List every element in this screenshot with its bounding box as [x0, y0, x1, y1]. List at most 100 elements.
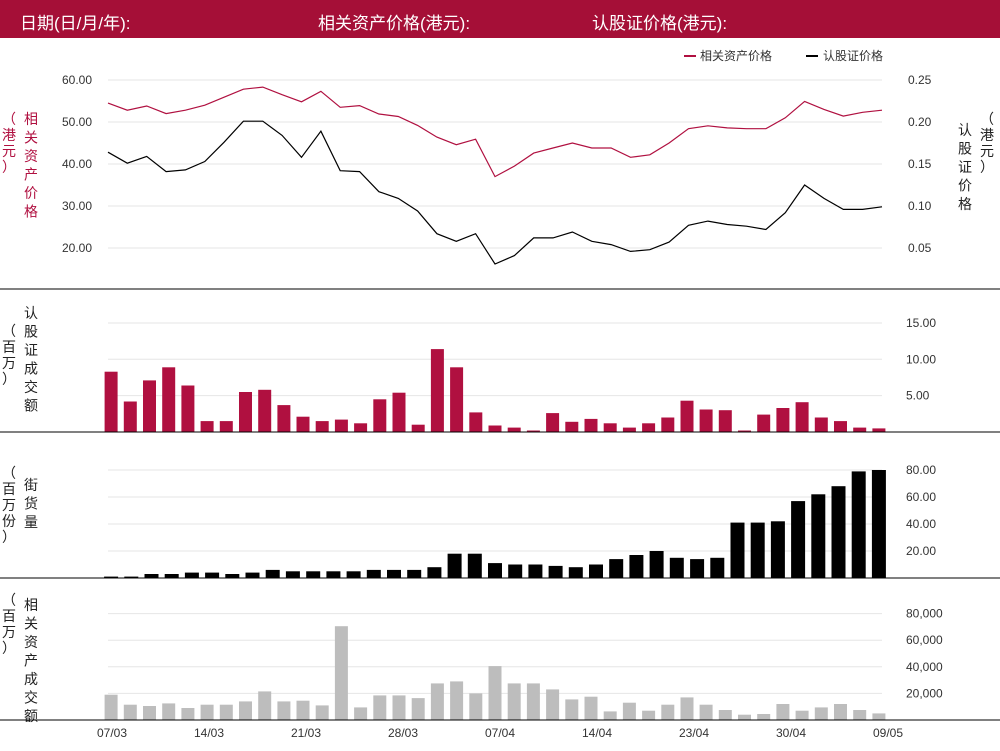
- warrant-turnover-bar: [526, 430, 540, 432]
- underlying-turnover-bar: [565, 699, 579, 720]
- warrant-turnover-bar: [334, 419, 348, 432]
- outstanding-axis-tick: 80.00: [906, 463, 936, 477]
- underlying-turnover-bar: [622, 702, 636, 720]
- underlying-turnover-bar: [411, 698, 425, 720]
- x-axis-date-tick: 07/03: [97, 726, 127, 740]
- warrant-turnover-bar: [738, 430, 751, 432]
- warrant-turnover-bar: [776, 408, 790, 432]
- underlying-turnover-bar: [258, 691, 272, 720]
- outstanding-axis-unit-char: ）: [2, 529, 16, 545]
- warrant-turnover-bar: [450, 367, 464, 432]
- underlying-turnover-axis-unit-char: ）: [2, 640, 16, 656]
- right-axis-tick: 0.10: [908, 199, 932, 213]
- warrant-turnover-bar: [853, 427, 867, 432]
- left-axis-tick: 50.00: [62, 115, 92, 129]
- outstanding-bar: [447, 553, 462, 578]
- underlying-turnover-axis-unit-char: 万: [2, 624, 16, 640]
- underlying-turnover-bar: [834, 704, 847, 720]
- right-axis-title-char: 认: [958, 122, 972, 138]
- outstanding-bar: [649, 551, 664, 578]
- right-axis-unit-char: 元: [980, 143, 994, 159]
- outstanding-axis-unit-char: 百: [2, 481, 16, 497]
- legend-warrant: 认股证价格: [823, 48, 883, 63]
- outstanding-bar: [285, 571, 300, 579]
- underlying-turnover-axis-title-char: 关: [24, 616, 38, 632]
- outstanding-bar: [488, 563, 502, 578]
- x-axis-date-tick: 07/04: [485, 726, 515, 740]
- warrant-turnover-bar: [392, 392, 406, 432]
- outstanding-axis-unit-char: （: [2, 465, 16, 481]
- warrant-turnover-bar: [642, 423, 656, 432]
- warrant-turnover-bar: [661, 417, 675, 432]
- warrant-turnover-bar: [315, 421, 329, 432]
- right-axis-title-char: 股: [958, 141, 972, 157]
- left-axis-tick: 30.00: [62, 199, 92, 213]
- outstanding-bar: [326, 571, 341, 579]
- outstanding-axis-title-char: 货: [24, 496, 38, 512]
- underlying-turnover-bar: [219, 704, 233, 720]
- underlying-turnover-bar: [680, 697, 694, 720]
- x-axis-date-tick: 14/03: [194, 726, 224, 740]
- warrant-turnover-bar: [277, 405, 291, 432]
- left-axis-unit-char: 港: [2, 127, 16, 143]
- underlying-turnover-bar: [296, 700, 310, 720]
- underlying-turnover-bar: [392, 695, 406, 720]
- underlying-turnover-bar: [315, 705, 329, 720]
- warrant-turnover-bar: [507, 427, 521, 432]
- outstanding-bar: [791, 501, 806, 578]
- warrant-turnover-bar: [354, 423, 368, 432]
- underlying-turnover-bar: [814, 707, 828, 720]
- underlying-turnover-axis-tick: 20,000: [906, 686, 943, 700]
- underlying-turnover-axis-unit-char: 百: [2, 608, 16, 624]
- underlying-turnover-bar: [373, 695, 387, 720]
- right-axis-title: 认股证价格: [958, 122, 972, 212]
- left-axis-title-char: 格: [24, 204, 38, 220]
- underlying-turnover-bar: [123, 704, 137, 720]
- outstanding-bar: [205, 572, 220, 578]
- warrant-turnover-bar: [104, 371, 118, 432]
- outstanding-bar: [144, 574, 159, 578]
- left-axis-unit-char: 元: [2, 143, 16, 159]
- outstanding-axis-title-char: 街: [24, 477, 38, 493]
- underlying-turnover-bar: [872, 713, 886, 720]
- x-axis-date-tick: 30/04: [776, 726, 806, 740]
- right-axis-unit-char: 港: [980, 127, 994, 143]
- warrant-turnover-axis-unit-char: ）: [2, 371, 16, 387]
- warrant-turnover-axis-unit-char: （: [2, 323, 16, 339]
- warrant-turnover-axis-tick: 15.00: [906, 316, 936, 330]
- underlying-turnover-bar: [162, 703, 176, 720]
- underlying-turnover-bar: [469, 693, 483, 720]
- underlying-price-label: 相关资产价格(港元):: [318, 14, 471, 33]
- warrant-chart: 60.00 50.00 40.00 30.00 20.00 0.25 0.20 0.15 0.1…: [0, 48, 1000, 740]
- outstanding-bar: [184, 572, 199, 578]
- underlying-turnover-bar: [104, 694, 118, 720]
- warrant-turnover-axis-tick: 10.00: [906, 352, 936, 366]
- warrant-turnover-axis-unit-char: 万: [2, 355, 16, 371]
- warrant-turnover-bar: [565, 421, 579, 432]
- outstanding-bar: [690, 559, 705, 578]
- underlying-turnover-axis-tick: 80,000: [906, 607, 943, 621]
- outstanding-bar: [104, 576, 119, 578]
- underlying-turnover-bar: [488, 666, 502, 720]
- outstanding-bar: [346, 571, 361, 579]
- left-axis-title: 相关资产价格: [24, 111, 38, 220]
- right-axis-tick: 0.20: [908, 115, 932, 129]
- x-axis-date-tick: 21/03: [291, 726, 321, 740]
- warrant-turnover-bar: [872, 428, 886, 432]
- left-axis-tick: 40.00: [62, 157, 92, 171]
- left-axis-title-char: 资: [24, 148, 38, 164]
- left-axis-tick: 20.00: [62, 241, 92, 255]
- outstanding-bar: [770, 521, 785, 578]
- underlying-price-line: [107, 86, 883, 178]
- underlying-turnover-axis-title-char: 相: [24, 597, 38, 613]
- outstanding-bar: [407, 569, 422, 578]
- warrant-turnover-bar: [469, 412, 483, 432]
- underlying-turnover-axis-title-char: 资: [24, 634, 38, 650]
- underlying-turnover-bar: [546, 689, 560, 720]
- warrant-turnover-bar: [123, 401, 137, 432]
- left-axis-title-char: 相: [24, 111, 38, 127]
- outstanding-bar: [528, 564, 543, 578]
- right-axis-tick: 0.05: [908, 241, 932, 255]
